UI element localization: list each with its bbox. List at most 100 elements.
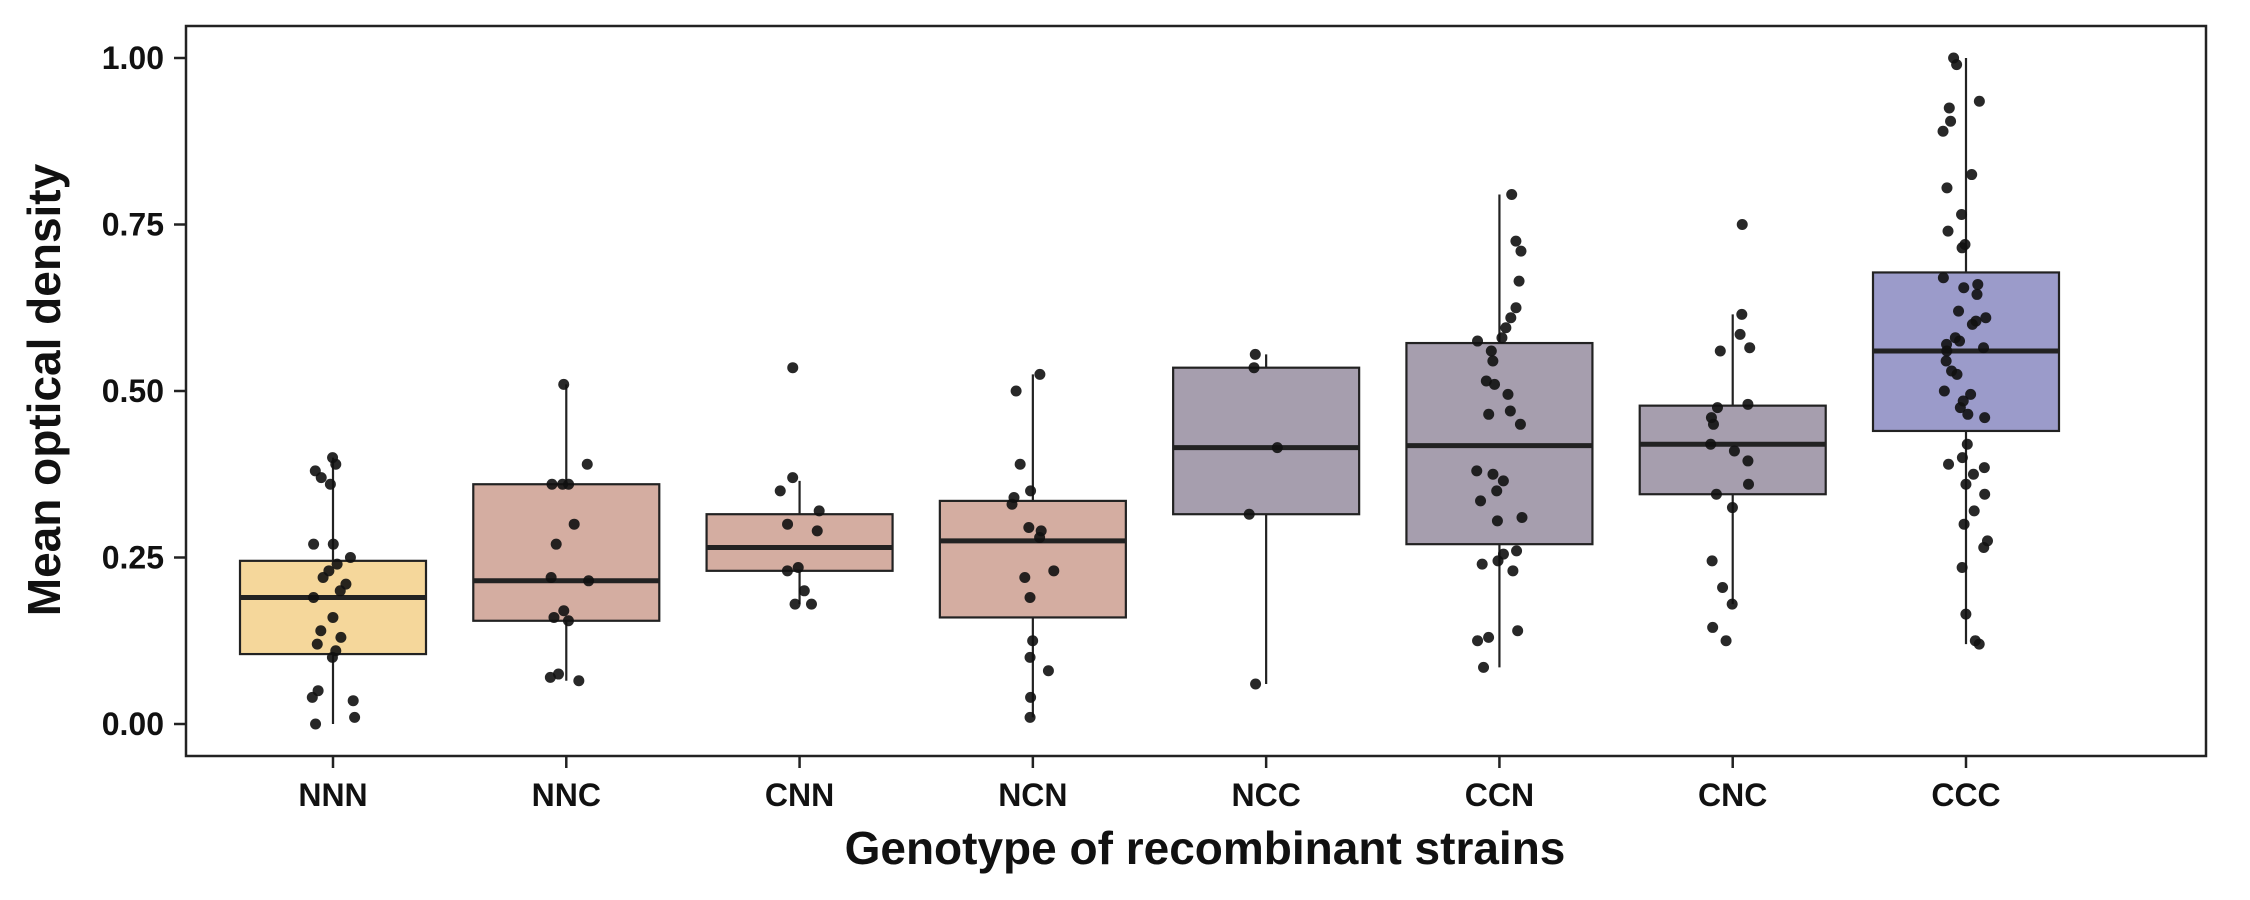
data-point: [1938, 385, 1950, 397]
data-point: [1507, 565, 1519, 577]
data-point: [1734, 328, 1746, 340]
data-point: [349, 711, 361, 723]
data-point: [1714, 345, 1726, 357]
data-point: [1941, 182, 1953, 194]
data-point: [1010, 385, 1022, 397]
data-point: [1743, 478, 1755, 490]
data-point: [1472, 635, 1484, 647]
data-point: [805, 598, 817, 610]
data-point: [1707, 418, 1719, 430]
data-point: [544, 671, 556, 683]
data-point: [1960, 478, 1972, 490]
data-point: [327, 611, 339, 623]
data-point: [811, 525, 823, 537]
data-point: [1492, 555, 1504, 567]
data-point: [1706, 555, 1718, 567]
data-point: [1475, 495, 1487, 507]
data-point: [1978, 462, 1990, 474]
data-point: [1476, 558, 1488, 570]
data-point: [1943, 458, 1955, 470]
data-point: [558, 605, 570, 617]
data-point: [1705, 438, 1717, 450]
x-tick-label: CCC: [1931, 777, 2000, 813]
data-point: [546, 478, 558, 490]
data-point: [326, 651, 338, 663]
data-point: [573, 675, 585, 687]
data-point: [1472, 335, 1484, 347]
data-point: [1243, 508, 1255, 520]
data-point: [1513, 275, 1525, 287]
data-point: [548, 611, 560, 623]
data-point: [1515, 245, 1527, 257]
data-point: [1510, 302, 1522, 314]
data-point: [1250, 678, 1262, 690]
x-axis: NNN NNC CNN NCN NCC CCN CNC CCC: [298, 756, 2001, 813]
data-point: [1962, 408, 1974, 420]
data-point: [787, 472, 799, 484]
data-point: [1510, 235, 1522, 247]
data-point: [317, 571, 329, 583]
data-point: [583, 575, 595, 587]
data-point: [1742, 455, 1754, 467]
data-point: [1956, 242, 1968, 254]
data-point: [1497, 475, 1509, 487]
data-point: [1491, 515, 1503, 527]
data-point: [1487, 468, 1499, 480]
data-point: [327, 538, 339, 550]
data-point: [782, 518, 794, 530]
data-point: [1728, 445, 1740, 457]
data-point: [308, 591, 320, 603]
data-point: [1491, 485, 1503, 497]
data-point: [1958, 518, 1970, 530]
data-point: [1736, 219, 1748, 230]
data-point: [813, 505, 825, 517]
data-point: [1943, 102, 1955, 114]
x-axis-title: Genotype of recombinant strains: [845, 822, 1566, 874]
box-cnc: [1638, 219, 1827, 647]
data-point: [344, 552, 356, 563]
data-point: [1034, 532, 1046, 544]
data-point: [1248, 362, 1260, 374]
data-point: [1945, 115, 1957, 127]
data-point: [581, 458, 593, 470]
box-body: [238, 559, 428, 656]
data-point: [324, 478, 336, 490]
data-point: [1961, 438, 1973, 450]
data-point: [1966, 318, 1978, 330]
data-point: [1956, 561, 1968, 573]
data-point: [1014, 458, 1026, 470]
box-body: [1172, 366, 1361, 516]
data-point: [1025, 485, 1037, 497]
data-point: [315, 472, 327, 484]
data-point: [1951, 59, 1963, 71]
data-point: [1965, 388, 1977, 400]
data-point: [1271, 442, 1283, 454]
data-point: [1487, 355, 1499, 367]
data-point: [1958, 282, 1970, 294]
data-point: [310, 718, 322, 730]
y-tick-label: 1.00: [102, 40, 164, 76]
data-point: [1937, 272, 1949, 284]
data-point: [1506, 189, 1518, 201]
data-point: [335, 631, 347, 643]
data-point: [1042, 665, 1054, 677]
data-point: [563, 478, 575, 490]
data-point: [1516, 512, 1528, 524]
data-point: [1025, 691, 1037, 703]
data-point: [315, 625, 327, 637]
x-tick-label: NNC: [532, 777, 601, 813]
data-point: [1951, 368, 1963, 380]
box-body: [705, 513, 894, 572]
data-point: [1973, 95, 1985, 107]
x-tick-label: CCN: [1465, 777, 1534, 813]
box-ccn: [1405, 189, 1594, 673]
x-tick-label: CNN: [765, 777, 834, 813]
y-axis: 0.00 0.25 0.50 0.75 1.00: [102, 40, 186, 742]
data-point: [1953, 305, 1965, 317]
data-point: [1478, 661, 1490, 673]
data-point: [331, 558, 343, 570]
box-body: [472, 483, 661, 622]
data-point: [1979, 412, 1991, 424]
data-point: [1966, 169, 1978, 181]
data-point: [1973, 638, 1985, 650]
